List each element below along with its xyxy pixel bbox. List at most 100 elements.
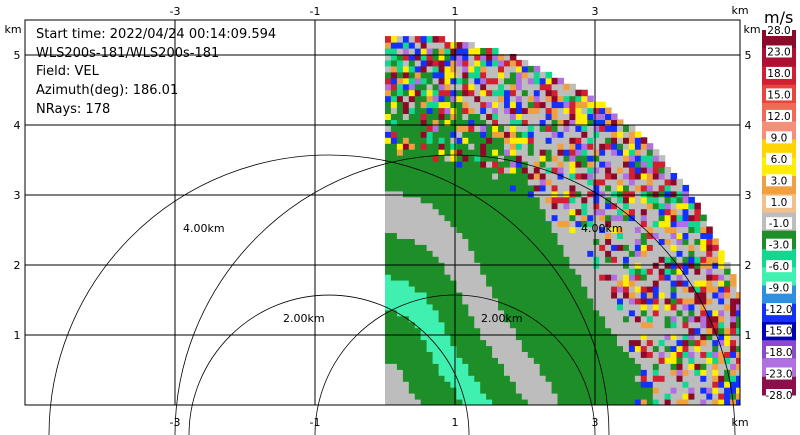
velocity-cell [617, 256, 624, 263]
velocity-cell [575, 280, 582, 287]
velocity-cell [599, 268, 606, 275]
velocity-cell [658, 292, 666, 299]
velocity-cell [521, 387, 529, 394]
velocity-cell [581, 297, 588, 305]
velocity-cell [545, 125, 553, 132]
velocity-cell [563, 143, 570, 150]
velocity-cell [498, 184, 505, 192]
velocity-cell [498, 161, 505, 168]
velocity-cell [521, 399, 529, 405]
y-tick-label-left: 1 [14, 329, 21, 342]
velocity-cell [396, 143, 404, 150]
velocity-cell [486, 321, 493, 329]
velocity-cell [563, 214, 570, 222]
velocity-cell [385, 71, 392, 79]
velocity-cell [557, 232, 564, 239]
velocity-cell [551, 125, 559, 132]
velocity-cell [480, 143, 487, 150]
velocity-cell [557, 137, 564, 144]
velocity-cell [646, 220, 654, 228]
velocity-cell [551, 381, 559, 388]
velocity-cell [456, 393, 463, 400]
velocity-cell [634, 357, 642, 364]
velocity-cell [557, 190, 564, 198]
velocity-cell [527, 232, 535, 239]
velocity-cell [563, 321, 570, 329]
velocity-cell [611, 297, 618, 305]
velocity-cell [390, 83, 398, 91]
velocity-cell [474, 107, 481, 114]
velocity-cell [623, 268, 630, 275]
velocity-cell [438, 232, 446, 239]
velocity-cell [504, 161, 511, 168]
velocity-cell [664, 256, 672, 263]
instrument-text: WLS200s-181/WLS200s-181 [36, 45, 220, 61]
velocity-cell [557, 244, 564, 251]
velocity-cell [515, 202, 523, 210]
velocity-cell [432, 149, 440, 156]
velocity-cell [730, 327, 737, 335]
colorbar-tick-bg [766, 195, 792, 208]
velocity-cell [402, 137, 410, 144]
velocity-cell [390, 113, 398, 120]
velocity-cell [581, 280, 588, 287]
velocity-cell [509, 77, 517, 85]
velocity-cell [706, 244, 713, 251]
velocity-cell [646, 250, 654, 257]
velocity-cell [581, 137, 588, 144]
velocity-cell [575, 333, 582, 341]
velocity-cell [533, 190, 541, 198]
velocity-cell [533, 303, 541, 311]
velocity-cell [450, 89, 457, 97]
velocity-cell [569, 161, 576, 168]
velocity-cell [605, 214, 612, 222]
velocity-cell [420, 167, 428, 174]
velocity-cell [605, 375, 612, 382]
velocity-cell [438, 113, 446, 120]
velocity-cell [575, 399, 582, 405]
x-tick-label-top: 3 [592, 5, 599, 18]
velocity-cell [456, 327, 463, 335]
velocity-cell [736, 297, 740, 305]
velocity-cell [450, 333, 457, 341]
velocity-cell [521, 119, 529, 126]
velocity-cell [408, 167, 416, 174]
velocity-cell [468, 54, 475, 61]
velocity-cell [438, 333, 446, 341]
velocity-cell [426, 125, 434, 132]
velocity-cell [408, 381, 416, 388]
velocity-cell [539, 220, 547, 228]
velocity-cell [420, 178, 428, 186]
velocity-cell [504, 315, 511, 323]
velocity-cell [509, 381, 517, 388]
velocity-cell [492, 250, 499, 257]
velocity-cell [486, 333, 493, 341]
velocity-cell [670, 202, 678, 210]
velocity-cell [706, 303, 713, 311]
velocity-cell [634, 321, 642, 329]
velocity-cell [634, 220, 642, 228]
velocity-cell [492, 363, 499, 370]
velocity-cell [688, 387, 695, 394]
velocity-cell [515, 184, 523, 192]
velocity-cell [486, 238, 493, 245]
velocity-cell [533, 250, 541, 257]
velocity-cell [432, 357, 440, 364]
velocity-cell [730, 387, 737, 394]
velocity-cell [420, 309, 428, 317]
velocity-cell [462, 42, 469, 49]
velocity-cell [575, 89, 582, 97]
velocity-cell [652, 173, 660, 180]
velocity-cell [593, 280, 600, 287]
velocity-cell [414, 327, 422, 335]
velocity-cell [676, 196, 683, 204]
velocity-cell [462, 167, 469, 174]
velocity-cell [611, 292, 618, 299]
velocity-cell [468, 286, 475, 293]
velocity-cell [408, 65, 416, 73]
velocity-cell [581, 399, 588, 405]
velocity-cell [420, 339, 428, 347]
velocity-cell [611, 369, 618, 376]
velocity-cell [599, 244, 606, 251]
velocity-cell [444, 387, 451, 394]
